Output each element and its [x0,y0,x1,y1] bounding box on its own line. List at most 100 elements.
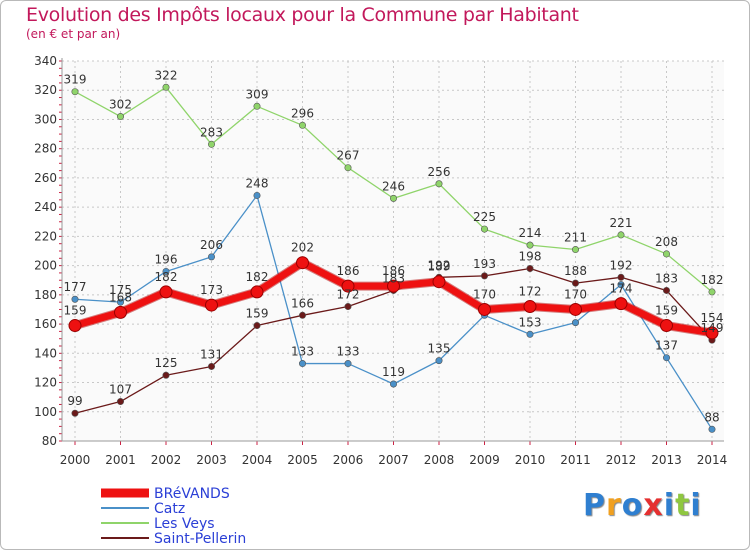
data-label: 214 [519,226,542,240]
data-label: 267 [337,149,360,163]
legend-label: Les Veys [154,516,215,532]
data-label: 182 [701,273,724,287]
data-label: 256 [428,165,451,179]
data-label: 198 [519,250,542,264]
y-tick-label: 180 [34,288,57,302]
data-label: 166 [291,296,314,310]
data-label: 125 [155,356,178,370]
data-label: 159 [246,307,269,321]
data-label: 186 [337,264,360,278]
data-point [526,241,534,249]
x-tick-label: 2005 [287,453,318,467]
data-point [162,83,170,91]
y-tick-label: 300 [34,112,57,126]
data-point [526,330,534,338]
data-point [298,360,306,368]
y-tick-label: 200 [34,259,57,273]
data-label: 182 [155,270,178,284]
data-point [208,140,216,148]
y-tick-label: 240 [34,200,57,214]
data-point [117,113,125,121]
data-label: 133 [337,345,360,359]
data-point [617,273,625,281]
data-point [478,302,491,316]
data-point [708,288,716,296]
y-tick-label: 80 [42,434,57,448]
data-label: 188 [564,264,587,278]
data-point [205,298,218,312]
data-label: 133 [291,345,314,359]
data-label: 225 [473,210,496,224]
logo-letter: o [621,488,644,523]
data-label: 193 [473,257,496,271]
data-point [571,279,579,287]
data-label: 170 [564,287,587,301]
data-point [389,194,397,202]
x-tick-label: 2012 [606,453,637,467]
data-point [617,231,625,239]
data-point [432,275,446,289]
data-point [71,295,79,303]
data-label: 174 [610,282,633,296]
logo-letter: r [606,488,622,523]
data-label: 183 [382,271,405,285]
data-point [253,322,261,330]
data-point [662,250,670,258]
data-label: 99 [67,394,82,408]
data-label: 208 [655,235,678,249]
data-point [296,256,309,270]
data-label: 154 [701,311,724,325]
y-tick-label: 340 [34,54,57,68]
data-label: 88 [704,410,719,424]
y-tick-label: 100 [34,405,57,419]
data-label: 192 [428,258,451,272]
data-label: 211 [564,231,587,245]
x-tick-label: 2014 [697,453,728,467]
x-tick-label: 2001 [105,453,136,467]
data-label: 322 [155,68,178,82]
data-point [162,267,170,275]
data-label: 189 [428,260,451,274]
data-point [617,281,625,289]
data-point [344,164,352,172]
data-label: 196 [155,252,178,266]
data-label: 246 [382,179,405,193]
data-label: 283 [200,125,223,139]
data-point [435,180,443,188]
data-label: 182 [246,270,269,284]
x-tick-label: 2011 [560,453,591,467]
y-tick-label: 140 [34,346,57,360]
chart-title: Evolution des Impôts locaux pour la Comm… [26,4,579,26]
legend-label: Catz [154,501,185,517]
data-point [208,362,216,370]
data-point [705,326,719,340]
data-label: 296 [291,106,314,120]
data-point [660,319,673,333]
data-point [571,319,579,327]
data-point [480,225,488,233]
data-point [253,102,261,110]
data-label: 168 [109,290,132,304]
x-tick-label: 2003 [196,453,227,467]
data-point [159,285,173,299]
data-point [526,265,534,273]
data-point [117,298,125,306]
legend-label: BRéVANDS [154,486,230,502]
data-label: 170 [473,287,496,301]
data-label: 183 [655,271,678,285]
data-point [68,319,82,333]
data-label: 149 [701,321,724,335]
data-point [614,297,628,311]
data-label: 221 [610,216,633,230]
data-point [662,354,670,362]
data-point [341,279,355,293]
y-tick-label: 280 [34,142,57,156]
data-point [435,357,443,365]
legend-label: Saint-Pellerin [154,531,246,547]
data-label: 319 [64,73,87,87]
data-point [117,398,125,406]
data-label: 186 [382,264,405,278]
data-label: 159 [64,304,87,318]
logo-letter: x [643,488,664,523]
